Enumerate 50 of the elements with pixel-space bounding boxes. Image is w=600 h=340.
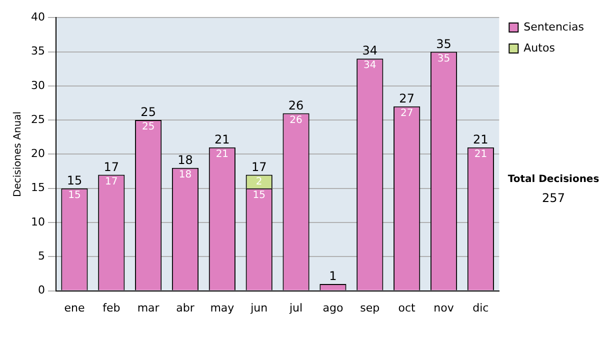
x-tick-label: mar (137, 301, 160, 314)
data-label: 15 (252, 190, 266, 201)
text: 257 (541, 191, 566, 205)
total-label: 35 (436, 36, 452, 51)
y-tick-label: 5 (38, 250, 45, 263)
data-label: 26 (290, 114, 302, 126)
data-label: 35 (437, 53, 450, 64)
total-label: 1 (329, 269, 337, 284)
y-tick-label: 25 (30, 112, 45, 126)
legend-label: Sentencias (524, 20, 584, 34)
total-label: 27 (399, 92, 414, 106)
y-tick-label: 15 (30, 181, 45, 194)
total-label: 26 (288, 98, 304, 112)
data-label: 17 (105, 176, 118, 188)
x-tick-label: abr (176, 301, 195, 314)
data-label: 18 (178, 169, 192, 180)
x-tick-label: sep (360, 301, 380, 314)
x-tick-label: oct (398, 301, 416, 314)
x-tick-label: may (210, 301, 235, 314)
total-label: 25 (140, 105, 156, 120)
text: Total Decisiones (506, 174, 600, 185)
total-label: 18 (178, 152, 193, 167)
data-label: 25 (142, 122, 155, 133)
total-label: 17 (104, 160, 120, 174)
data-label: 21 (216, 148, 229, 160)
data-label: 2 (256, 176, 262, 188)
x-tick-label: jul (288, 301, 303, 314)
total-label: 15 (66, 173, 82, 188)
y-tick-label: 30 (30, 78, 45, 92)
data-label: 34 (364, 60, 376, 72)
total-label: 34 (362, 44, 378, 58)
total-label: 17 (251, 160, 267, 174)
total-label: 21 (473, 132, 488, 146)
data-label: 15 (68, 190, 81, 201)
y-tick-label: 35 (30, 44, 45, 58)
y-axis-title: Decisiones Anual (12, 111, 24, 197)
x-tick-label: feb (102, 301, 120, 314)
y-tick-label: 0 (38, 284, 45, 297)
x-tick-label: nov (434, 301, 454, 314)
x-tick-label: jun (250, 301, 268, 314)
y-tick-label: 40 (30, 10, 45, 24)
x-tick-label: ene (64, 301, 85, 314)
y-tick-label: 20 (30, 147, 45, 160)
x-tick-label: dic (472, 301, 489, 314)
data-label: 21 (474, 148, 488, 160)
y-tick-label: 10 (30, 215, 45, 228)
total-label: 21 (214, 132, 230, 146)
data-label: 27 (400, 108, 414, 119)
legend-label: Autos (524, 41, 556, 54)
x-tick-label: ago (322, 301, 344, 314)
